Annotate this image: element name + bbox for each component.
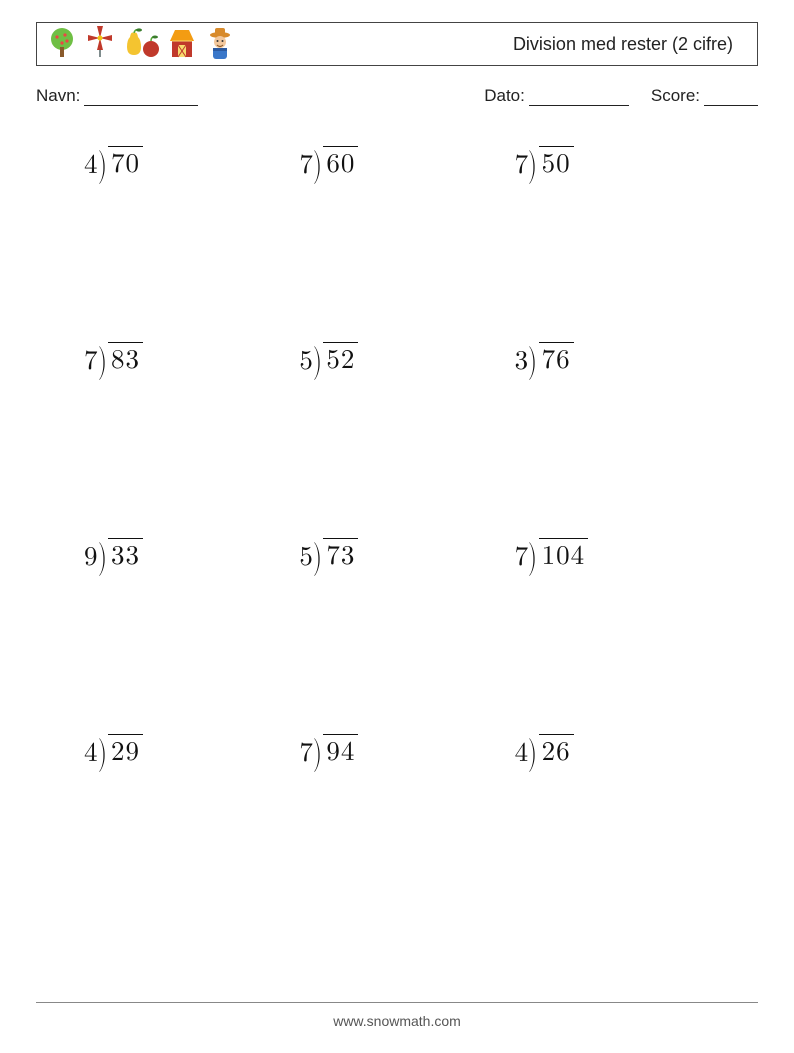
- date-label: Dato:: [484, 86, 525, 106]
- division-bracket: ): [528, 142, 537, 183]
- worksheet-page: Division med rester (2 cifre) Navn: Dato…: [0, 0, 794, 1053]
- division-problem: 7 ) 83: [84, 342, 279, 382]
- division-problem: 3 ) 76: [515, 342, 710, 382]
- score-label: Score:: [651, 86, 700, 106]
- division-bracket: ): [313, 338, 322, 379]
- footer-url: www.snowmath.com: [333, 1013, 461, 1029]
- division-problem: 4 ) 70: [84, 146, 279, 186]
- divisor: 7: [299, 734, 314, 767]
- pear-apple-icon: [121, 25, 161, 64]
- divisor: 4: [515, 734, 530, 767]
- division-problem: 7 ) 94: [299, 734, 494, 774]
- divisor: 7: [84, 342, 99, 375]
- divisor: 7: [515, 146, 530, 179]
- divisor: 5: [299, 538, 314, 571]
- divisor: 7: [299, 146, 314, 179]
- division-problem: 7 ) 104: [515, 538, 710, 578]
- footer: www.snowmath.com: [0, 1001, 794, 1029]
- dividend: 73: [323, 538, 358, 570]
- dividend: 52: [323, 342, 358, 374]
- division-bracket: ): [313, 730, 322, 771]
- info-line: Navn: Dato: Score:: [36, 86, 758, 106]
- windmill-icon: [83, 25, 117, 64]
- dividend: 94: [323, 734, 358, 766]
- dividend: 76: [539, 342, 574, 374]
- header-icons: [45, 25, 237, 64]
- division-bracket: ): [528, 534, 537, 575]
- dividend: 29: [108, 734, 143, 766]
- dividend: 104: [539, 538, 589, 570]
- division-bracket: ): [98, 338, 107, 379]
- divisor: 9: [84, 538, 99, 571]
- dividend: 26: [539, 734, 574, 766]
- tree-icon: [45, 25, 79, 64]
- division-problem: 7 ) 50: [515, 146, 710, 186]
- dividend: 33: [108, 538, 143, 570]
- footer-divider: [36, 1002, 758, 1003]
- dividend: 60: [323, 146, 358, 178]
- division-bracket: ): [528, 730, 537, 771]
- header-box: Division med rester (2 cifre): [36, 22, 758, 66]
- division-bracket: ): [98, 534, 107, 575]
- name-label: Navn:: [36, 86, 80, 106]
- divisor: 4: [84, 146, 99, 179]
- farmer-icon: [203, 25, 237, 64]
- dividend: 50: [539, 146, 574, 178]
- dividend: 83: [108, 342, 143, 374]
- division-bracket: ): [313, 142, 322, 183]
- divisor: 5: [299, 342, 314, 375]
- division-problem: 4 ) 29: [84, 734, 279, 774]
- barn-icon: [165, 25, 199, 64]
- division-problem: 4 ) 26: [515, 734, 710, 774]
- division-problem: 7 ) 60: [299, 146, 494, 186]
- divisor: 7: [515, 538, 530, 571]
- division-problem: 5 ) 73: [299, 538, 494, 578]
- problems-grid: 4 ) 70 7 ) 60 7 ) 50 7 ) 83 5 ) 52 3 ) 7…: [36, 146, 758, 774]
- division-bracket: ): [313, 534, 322, 575]
- divisor: 4: [84, 734, 99, 767]
- division-problem: 5 ) 52: [299, 342, 494, 382]
- division-bracket: ): [528, 338, 537, 379]
- date-blank[interactable]: [529, 87, 629, 106]
- name-blank[interactable]: [84, 87, 198, 106]
- division-bracket: ): [98, 142, 107, 183]
- division-bracket: ): [98, 730, 107, 771]
- division-problem: 9 ) 33: [84, 538, 279, 578]
- dividend: 70: [108, 146, 143, 178]
- score-blank[interactable]: [704, 87, 758, 106]
- worksheet-title: Division med rester (2 cifre): [513, 34, 733, 55]
- name-field: Navn:: [36, 86, 198, 106]
- divisor: 3: [515, 342, 530, 375]
